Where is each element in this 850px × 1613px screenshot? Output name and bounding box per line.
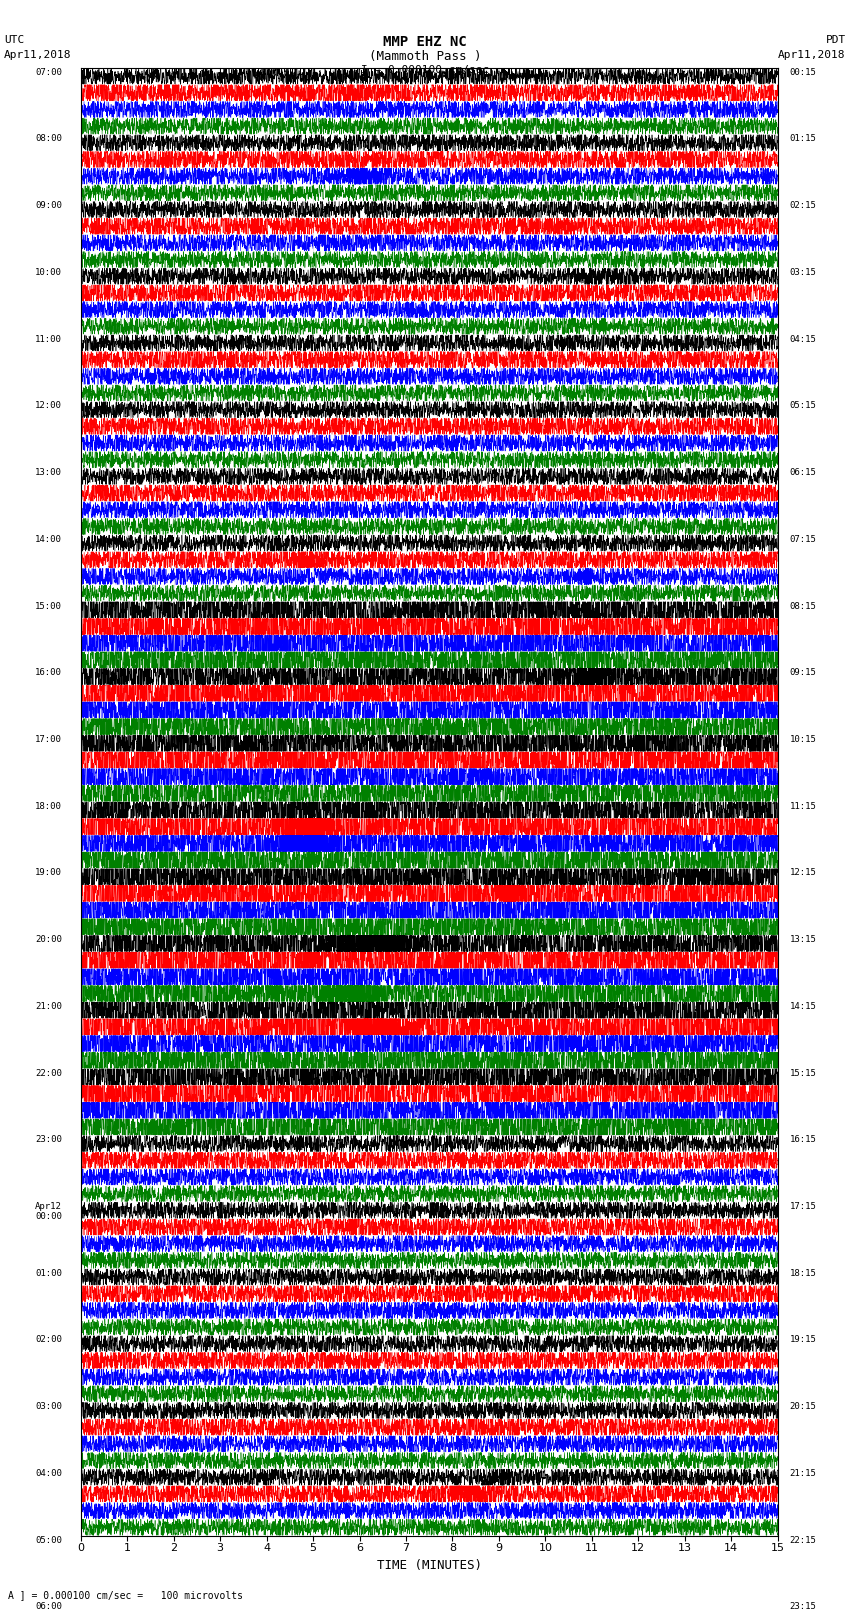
Text: 16:00: 16:00 <box>36 668 62 677</box>
Text: 14:00: 14:00 <box>36 536 62 544</box>
Text: 11:00: 11:00 <box>36 334 62 344</box>
Text: 08:00: 08:00 <box>36 134 62 144</box>
Text: 18:00: 18:00 <box>36 802 62 811</box>
Text: MMP EHZ NC: MMP EHZ NC <box>383 35 467 50</box>
X-axis label: TIME (MINUTES): TIME (MINUTES) <box>377 1558 482 1571</box>
Text: 00:15: 00:15 <box>790 68 816 77</box>
Text: 06:15: 06:15 <box>790 468 816 477</box>
Text: 23:15: 23:15 <box>790 1602 816 1611</box>
Text: 09:00: 09:00 <box>36 202 62 210</box>
Text: 05:00: 05:00 <box>36 1536 62 1545</box>
Text: 09:15: 09:15 <box>790 668 816 677</box>
Text: 18:15: 18:15 <box>790 1269 816 1277</box>
Text: 06:00: 06:00 <box>36 1602 62 1611</box>
Text: (Mammoth Pass ): (Mammoth Pass ) <box>369 50 481 63</box>
Text: Apr11,2018: Apr11,2018 <box>4 50 71 60</box>
Text: 20:00: 20:00 <box>36 936 62 944</box>
Text: 14:15: 14:15 <box>790 1002 816 1011</box>
Text: 15:15: 15:15 <box>790 1068 816 1077</box>
Text: Apr11,2018: Apr11,2018 <box>779 50 846 60</box>
Text: 16:15: 16:15 <box>790 1136 816 1144</box>
Text: 08:15: 08:15 <box>790 602 816 610</box>
Text: 15:00: 15:00 <box>36 602 62 610</box>
Text: 07:00: 07:00 <box>36 68 62 77</box>
Text: 07:15: 07:15 <box>790 536 816 544</box>
Text: 12:00: 12:00 <box>36 402 62 410</box>
Text: 03:15: 03:15 <box>790 268 816 277</box>
Text: 03:00: 03:00 <box>36 1402 62 1411</box>
Text: 10:15: 10:15 <box>790 736 816 744</box>
Text: A ] = 0.000100 cm/sec =   100 microvolts: A ] = 0.000100 cm/sec = 100 microvolts <box>8 1590 243 1600</box>
Text: 17:00: 17:00 <box>36 736 62 744</box>
Text: 10:00: 10:00 <box>36 268 62 277</box>
Text: 13:15: 13:15 <box>790 936 816 944</box>
Text: 02:00: 02:00 <box>36 1336 62 1344</box>
Text: 22:00: 22:00 <box>36 1068 62 1077</box>
Text: 13:00: 13:00 <box>36 468 62 477</box>
Text: PDT: PDT <box>825 35 846 45</box>
Text: 21:00: 21:00 <box>36 1002 62 1011</box>
Text: 05:15: 05:15 <box>790 402 816 410</box>
Text: 02:15: 02:15 <box>790 202 816 210</box>
Text: 23:00: 23:00 <box>36 1136 62 1144</box>
Text: 19:00: 19:00 <box>36 868 62 877</box>
Text: 01:15: 01:15 <box>790 134 816 144</box>
Text: 19:15: 19:15 <box>790 1336 816 1344</box>
Text: 21:15: 21:15 <box>790 1469 816 1478</box>
Text: 04:15: 04:15 <box>790 334 816 344</box>
Text: UTC: UTC <box>4 35 25 45</box>
Text: 17:15: 17:15 <box>790 1202 816 1211</box>
Text: 22:15: 22:15 <box>790 1536 816 1545</box>
Text: 01:00: 01:00 <box>36 1269 62 1277</box>
Text: I = 0.000100 cm/sec: I = 0.000100 cm/sec <box>361 65 489 74</box>
Text: 11:15: 11:15 <box>790 802 816 811</box>
Text: Apr12
00:00: Apr12 00:00 <box>36 1202 62 1221</box>
Text: 12:15: 12:15 <box>790 868 816 877</box>
Text: 04:00: 04:00 <box>36 1469 62 1478</box>
Text: 20:15: 20:15 <box>790 1402 816 1411</box>
